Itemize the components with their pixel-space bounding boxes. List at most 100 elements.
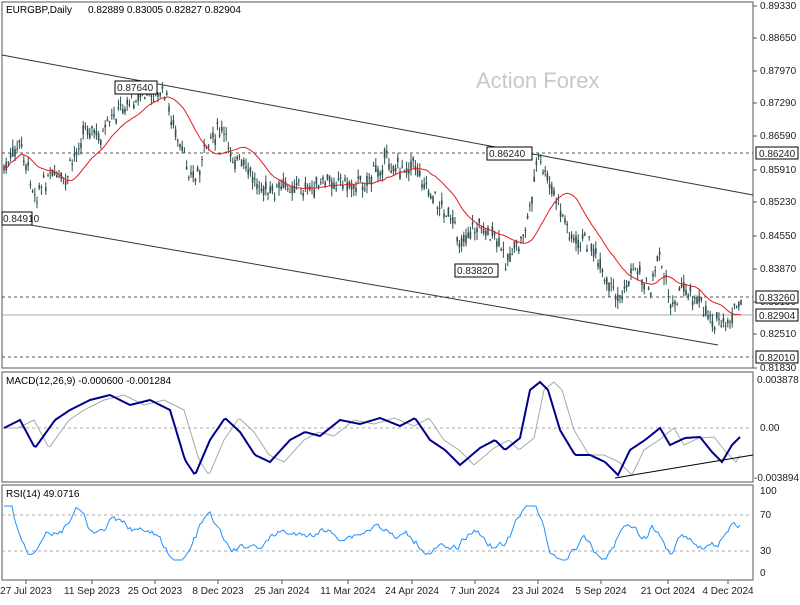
candle-body bbox=[577, 239, 579, 249]
candle-body bbox=[133, 104, 135, 109]
candle-body bbox=[427, 190, 430, 197]
candle-body bbox=[302, 193, 304, 197]
macd-trendline bbox=[614, 454, 754, 479]
candle-body bbox=[698, 297, 700, 303]
candle-body bbox=[111, 114, 113, 116]
candle-body bbox=[117, 107, 120, 109]
candle-body bbox=[548, 184, 551, 189]
svg-text:0.83260: 0.83260 bbox=[759, 293, 796, 304]
candle-body bbox=[293, 185, 296, 193]
candle-body bbox=[194, 178, 197, 182]
candle-body bbox=[31, 191, 34, 193]
candle-body bbox=[458, 243, 461, 248]
candle-body bbox=[375, 165, 377, 172]
candle-body bbox=[311, 187, 313, 189]
candle-body bbox=[58, 176, 60, 178]
candle-body bbox=[225, 133, 227, 135]
candle-body bbox=[3, 166, 5, 171]
candle-body bbox=[38, 185, 40, 189]
candle-body bbox=[632, 269, 634, 271]
price-box-82010: 0.82010 bbox=[755, 350, 799, 364]
candle-body bbox=[689, 285, 692, 292]
candle-body bbox=[421, 184, 423, 188]
candle-body bbox=[353, 185, 355, 189]
candle-body bbox=[416, 169, 419, 177]
candle-body bbox=[238, 156, 241, 158]
candle-body bbox=[634, 267, 637, 269]
candle-body bbox=[350, 183, 353, 190]
candle-body bbox=[610, 283, 612, 285]
candle-body bbox=[157, 93, 159, 97]
candle-body bbox=[216, 122, 219, 125]
candle-body bbox=[71, 163, 73, 165]
candle-body bbox=[515, 241, 518, 244]
candle-body bbox=[201, 159, 203, 161]
candle-body bbox=[399, 171, 401, 179]
candle-body bbox=[381, 169, 384, 175]
candle-body bbox=[287, 188, 289, 190]
candle-body bbox=[447, 207, 450, 217]
price-box-current: 0.82904 bbox=[755, 308, 799, 322]
candle-body bbox=[511, 254, 513, 256]
candle-body bbox=[702, 313, 705, 316]
candle-body bbox=[108, 121, 111, 123]
candle-body bbox=[498, 237, 500, 246]
candle-body bbox=[25, 164, 27, 171]
macd-signal-line bbox=[4, 381, 741, 476]
candle-body bbox=[727, 320, 729, 324]
time-tick-label: 27 Jul 2023 bbox=[0, 586, 52, 597]
candle-body bbox=[535, 161, 538, 165]
candle-body bbox=[586, 249, 588, 252]
candle-body bbox=[119, 103, 122, 106]
candle-body bbox=[599, 259, 601, 269]
candle-body bbox=[122, 109, 124, 114]
candle-body bbox=[480, 226, 483, 229]
candle-body bbox=[317, 185, 320, 188]
candle-body bbox=[687, 295, 689, 298]
candle-body bbox=[386, 150, 388, 153]
candle-body bbox=[700, 297, 703, 301]
candle-body bbox=[601, 269, 604, 273]
candle-body bbox=[40, 186, 43, 188]
candle-body bbox=[69, 159, 71, 162]
candle-body bbox=[326, 174, 329, 180]
candle-body bbox=[97, 133, 100, 141]
candle-body bbox=[612, 286, 615, 288]
candle-body bbox=[735, 306, 738, 309]
price-tick-label: 0.82510 bbox=[760, 329, 797, 340]
candle-body bbox=[86, 128, 89, 136]
candle-body bbox=[368, 177, 370, 179]
candle-body bbox=[436, 207, 439, 209]
candle-body bbox=[102, 130, 104, 132]
channel-lower-line bbox=[1, 219, 719, 346]
candle-body bbox=[75, 151, 78, 155]
candle-body bbox=[357, 176, 359, 179]
candle-body bbox=[324, 182, 326, 186]
candle-body bbox=[161, 86, 164, 89]
candle-body bbox=[566, 223, 568, 226]
candle-body bbox=[529, 205, 531, 207]
candle-body bbox=[724, 325, 727, 327]
time-tick-label: 8 Dec 2023 bbox=[192, 586, 244, 597]
candle-body bbox=[544, 169, 546, 172]
candle-body bbox=[346, 182, 348, 191]
candle-body bbox=[460, 238, 463, 246]
candle-body bbox=[337, 178, 340, 180]
candle-body bbox=[507, 253, 509, 261]
macd-label: MACD(12,26,9) -0.000600 -0.001284 bbox=[6, 376, 172, 387]
candle-body bbox=[95, 130, 98, 136]
candle-body bbox=[542, 171, 544, 174]
candle-body bbox=[509, 253, 511, 262]
price-tick-label: 0.87970 bbox=[760, 66, 797, 77]
candle-body bbox=[456, 237, 458, 242]
candle-body bbox=[636, 271, 639, 275]
svg-text:0.82010: 0.82010 bbox=[759, 353, 796, 364]
time-tick-label: 25 Jan 2024 bbox=[254, 586, 309, 597]
candle-body bbox=[513, 241, 516, 249]
candle-body bbox=[106, 119, 109, 122]
candle-body bbox=[315, 176, 318, 185]
candle-body bbox=[432, 196, 434, 204]
candle-body bbox=[166, 92, 168, 95]
candle-body bbox=[619, 295, 621, 298]
candle-body bbox=[212, 132, 214, 138]
